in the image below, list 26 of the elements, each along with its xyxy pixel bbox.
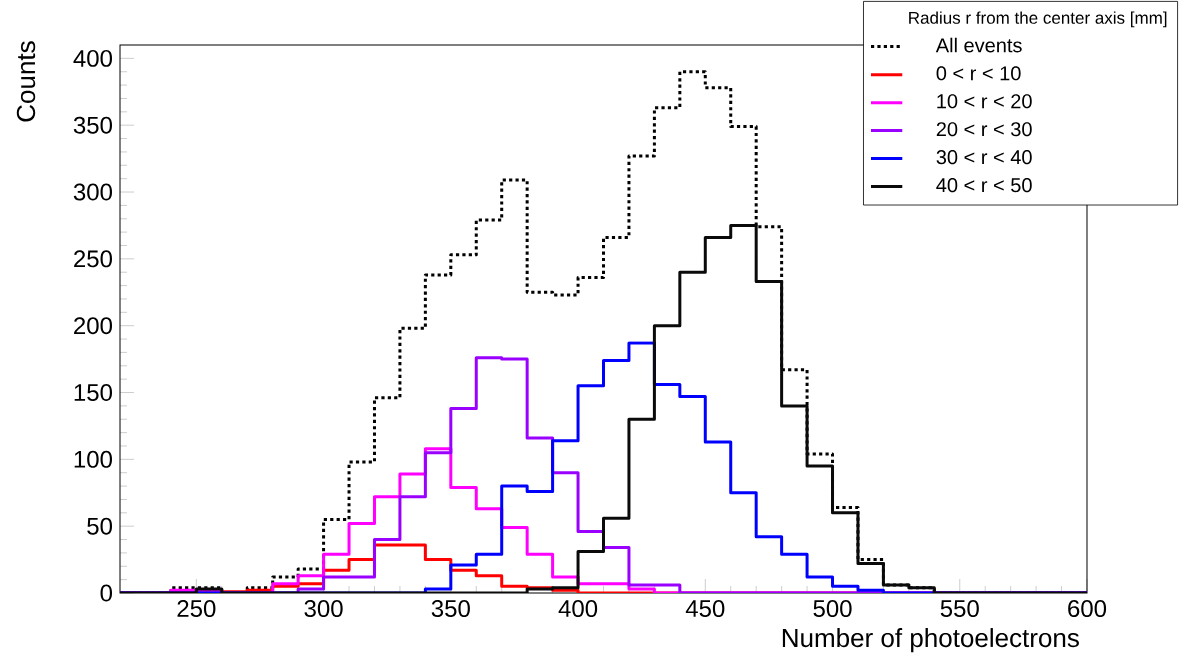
y-tick-label: 200	[74, 317, 112, 335]
legend-title: Radius r from the center axis [mm]	[909, 11, 1167, 28]
y-tick-label: 350	[73, 116, 112, 134]
legend-label: 40 < r < 50	[936, 178, 1032, 193]
legend-label: 10 < r < 20	[937, 94, 1032, 109]
y-tick-label: 400	[73, 49, 112, 67]
x-tick-label: 350	[431, 600, 470, 618]
y-tick-label: 100	[74, 450, 112, 468]
legend-label: 20 < r < 30	[936, 122, 1032, 137]
y-tick-label: 300	[73, 183, 112, 201]
x-tick-label: 550	[940, 600, 979, 618]
x-axis-title: Number of photoelectrons	[782, 628, 1079, 653]
y-tick-label: 150	[74, 384, 112, 401]
legend-label: 30 < r < 40	[936, 150, 1032, 165]
x-tick-label: 600	[1068, 600, 1107, 618]
x-tick-label: 400	[558, 600, 598, 618]
x-tick-label: 250	[177, 600, 216, 618]
y-tick-label: 0	[100, 584, 113, 602]
x-tick-label: 300	[304, 600, 343, 618]
legend-label: All events	[935, 37, 1022, 53]
legend-label: 0 < r < 10	[936, 66, 1021, 81]
x-tick-label: 500	[813, 600, 852, 618]
y-tick-label: 50	[87, 517, 113, 535]
y-axis-title: Counts	[16, 41, 36, 122]
y-tick-label: 250	[74, 250, 112, 268]
x-tick-label: 450	[685, 600, 725, 618]
